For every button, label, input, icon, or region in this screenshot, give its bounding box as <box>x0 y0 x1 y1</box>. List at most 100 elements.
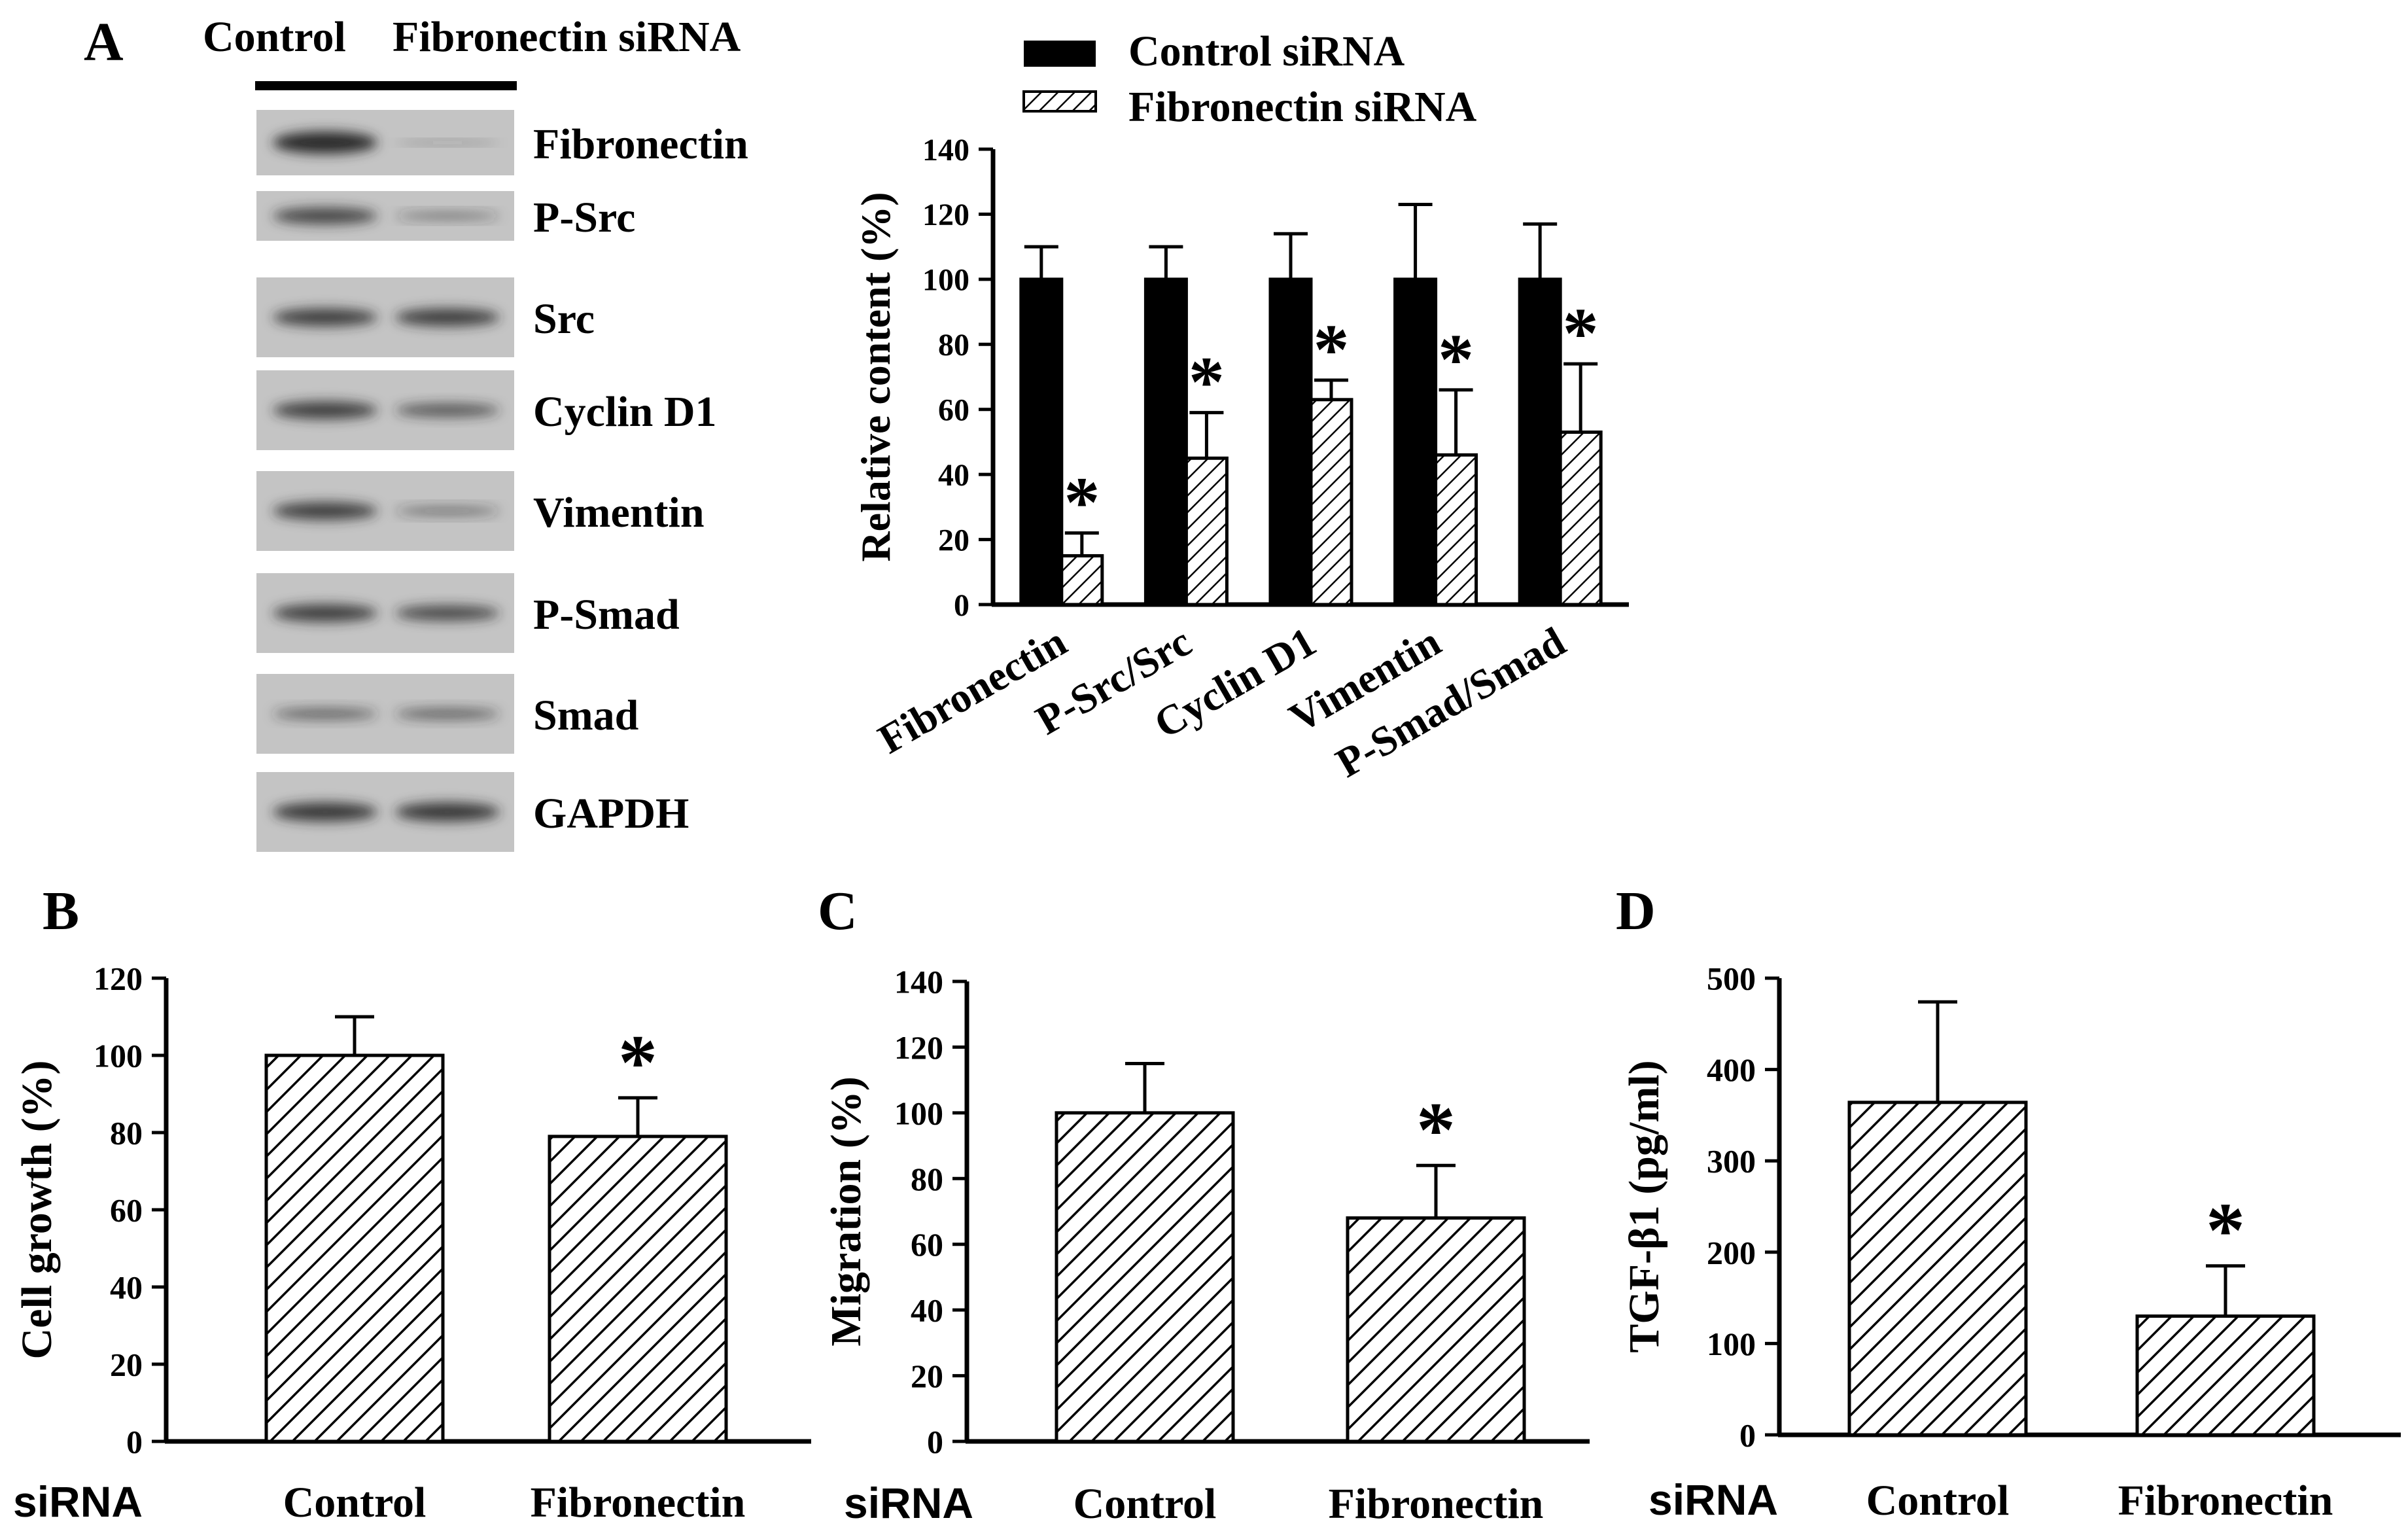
y-tick-label: 400 <box>1707 1051 1756 1088</box>
panel-d: D 0 100 200 300 400 500 TGF-β1 (pg/ml) Control *… <box>1616 881 2401 1524</box>
blot-band-control <box>273 502 377 520</box>
y-tick-label: 20 <box>110 1347 143 1383</box>
chart-d-plot: 0 100 200 300 400 500 TGF-β1 (pg/ml) Control * Fi… <box>1620 960 2401 1524</box>
bar <box>1847 1101 2028 1437</box>
y-tick-label: 500 <box>1707 960 1756 997</box>
x-category-label: Fibronectin <box>531 1479 746 1526</box>
panel-label-a: A <box>84 12 124 73</box>
significance-star: * <box>1416 1086 1456 1173</box>
y-tick-label: 300 <box>1707 1143 1756 1180</box>
y-tick-label: 40 <box>110 1269 143 1306</box>
bar-control <box>1143 277 1188 607</box>
panel-c: C 0 20 40 60 80 100 120 140 Migration (%) Control… <box>818 881 1590 1528</box>
significance-star: * <box>1438 319 1474 399</box>
y-tick-label: 100 <box>922 263 969 298</box>
blot-band-sirna <box>395 605 500 621</box>
blot-band-control <box>273 401 377 419</box>
y-tick-label: 0 <box>126 1424 143 1460</box>
blot-band-sirna <box>395 212 500 220</box>
blot-band-control <box>273 802 377 822</box>
blot-lane-header-sirna: Fibronectin siRNA <box>393 13 741 61</box>
y-tick-label: 200 <box>1707 1234 1756 1271</box>
bar-control <box>1393 277 1438 607</box>
y-tick-label: 80 <box>110 1115 143 1152</box>
blot-band-sirna <box>395 141 500 145</box>
blot-band-control <box>273 132 377 154</box>
bar-sirna <box>1558 431 1603 607</box>
blot-row-label: Smad <box>533 692 638 739</box>
blot-rows: Fibronectin P-Src Src Cyclin D1 Vimentin P-Sm… <box>256 110 748 852</box>
bar-control <box>1268 277 1313 607</box>
blot-row-label: Vimentin <box>533 489 705 537</box>
significance-star: * <box>1314 309 1350 389</box>
x-axis-title: siRNA <box>13 1477 143 1526</box>
chart-a-legend: Control siRNA Fibronectin siRNA <box>1022 27 1477 131</box>
y-tick-label: 60 <box>911 1226 943 1263</box>
blot-band-sirna <box>395 308 500 326</box>
blot-row-label: GAPDH <box>533 790 689 837</box>
y-tick-label: 80 <box>911 1161 943 1197</box>
y-tick-label: 40 <box>911 1292 943 1329</box>
y-tick-label: 120 <box>894 1029 943 1066</box>
x-category-label: Fibronectin <box>1329 1480 1544 1528</box>
y-tick-label: 60 <box>938 393 969 428</box>
y-tick-label: 60 <box>110 1192 143 1229</box>
y-tick-label: 120 <box>922 198 969 232</box>
x-category-label: Control <box>1073 1480 1217 1528</box>
panel-label-b: B <box>43 881 79 942</box>
legend-label-sirna: Fibronectin siRNA <box>1128 83 1477 131</box>
blot-band-sirna <box>395 708 500 720</box>
panel-label-d: D <box>1616 881 1656 942</box>
chart-a-plot: 0 20 40 60 80 100 120 140 Relative content (%) * F… <box>852 133 1629 786</box>
blot-band-sirna <box>395 403 500 417</box>
chart-c-plot: 0 20 40 60 80 100 120 140 Migration (%) Control * F… <box>822 964 1590 1528</box>
blot-header-bar <box>255 81 517 90</box>
bar-sirna <box>1434 453 1478 607</box>
legend-swatch-sirna <box>1022 90 1097 113</box>
y-axis-label: Relative content (%) <box>852 192 899 561</box>
x-category-label: Fibronectin <box>871 618 1075 763</box>
legend-swatch-control <box>1024 41 1096 67</box>
blot-row-label: Cyclin D1 <box>533 388 717 436</box>
blot-band-control <box>273 207 377 224</box>
y-tick-label: 0 <box>1739 1417 1756 1454</box>
blot-lane-header-control: Control <box>203 13 346 61</box>
blot-row-label: Fibronectin <box>533 120 748 168</box>
significance-star: * <box>1064 463 1100 542</box>
y-tick-label: 100 <box>1707 1326 1756 1362</box>
blot-row-label: P-Src <box>533 194 635 241</box>
blot-band-sirna <box>395 506 500 516</box>
y-tick-label: 140 <box>894 964 943 1000</box>
panel-b: B 0 20 40 60 80 100 120 Cell growth (%) Control *… <box>13 881 811 1526</box>
chart-b-plot: 0 20 40 60 80 100 120 Cell growth (%) Control * Fi… <box>13 960 811 1526</box>
y-tick-label: 0 <box>927 1424 943 1460</box>
y-tick-label: 0 <box>954 588 969 623</box>
bar-control <box>1019 277 1064 607</box>
bar-control <box>1518 277 1562 607</box>
y-tick-label: 20 <box>938 523 969 557</box>
x-category-label: Fibronectin <box>2118 1477 2333 1524</box>
y-axis-label: Cell growth (%) <box>13 1060 61 1359</box>
legend-label-control: Control siRNA <box>1128 27 1405 75</box>
y-tick-label: 140 <box>922 133 969 167</box>
y-axis-label: Migration (%) <box>822 1076 870 1346</box>
bar-sirna <box>1184 456 1229 607</box>
blot-band-control <box>273 604 377 622</box>
blot-row-label: P-Smad <box>533 591 680 639</box>
y-tick-label: 100 <box>894 1095 943 1131</box>
x-category-label: Control <box>283 1479 427 1526</box>
y-tick-label: 100 <box>94 1038 143 1074</box>
significance-star: * <box>2206 1187 2245 1274</box>
panel-a-blot: A Control Fibronectin siRNA Fibronectin P… <box>84 12 748 852</box>
significance-star: * <box>618 1019 657 1106</box>
panel-label-c: C <box>818 881 858 942</box>
y-tick-label: 20 <box>911 1358 943 1394</box>
blot-row-label: Src <box>533 295 595 343</box>
bar <box>2135 1314 2316 1437</box>
x-axis-title: siRNA <box>844 1479 973 1527</box>
bar <box>1346 1216 1526 1443</box>
bar <box>1055 1111 1235 1443</box>
y-tick-label: 120 <box>94 960 143 997</box>
bar-sirna <box>1309 398 1353 607</box>
